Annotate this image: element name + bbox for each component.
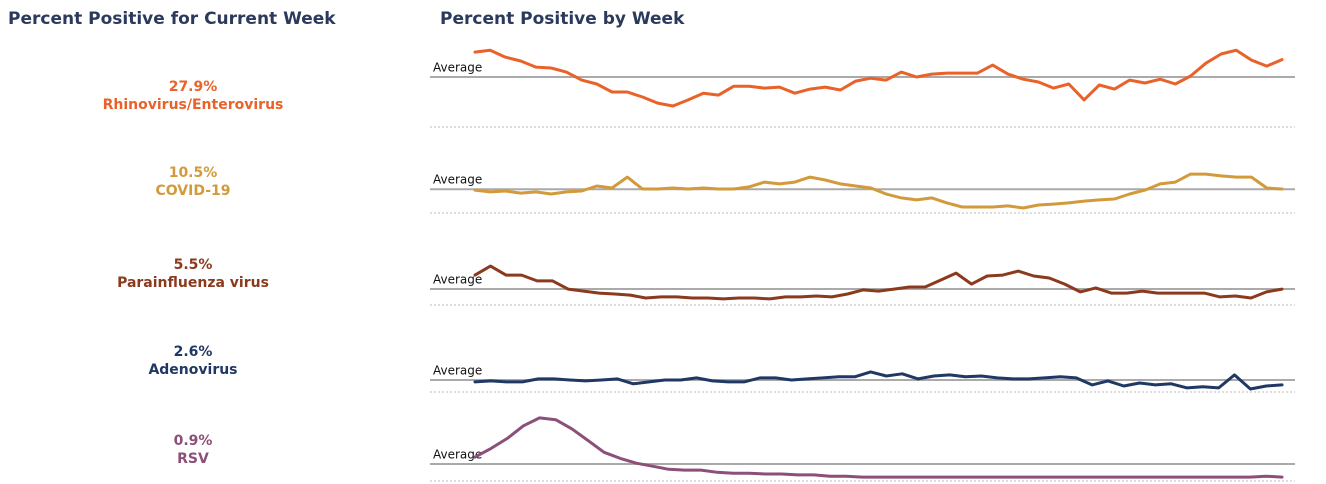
average-label: Average (433, 273, 482, 287)
trend-line (473, 172, 1284, 210)
trend-line (473, 264, 1284, 301)
trend-line (473, 416, 1284, 479)
virus-name: Adenovirus (148, 362, 237, 378)
trend-line (473, 370, 1284, 391)
virus-name: Parainfluenza virus (117, 275, 269, 291)
trend-line (473, 48, 1284, 108)
virus-name: COVID-19 (155, 183, 230, 199)
current-value: 2.6% (174, 344, 213, 360)
left-title: Percent Positive for Current Week (8, 9, 336, 29)
average-label: Average (433, 173, 482, 187)
current-value: 0.9% (174, 433, 213, 449)
virus-name: Rhinovirus/Enterovirus (103, 97, 284, 113)
current-value: 10.5% (169, 165, 218, 181)
current-value: 27.9% (169, 79, 218, 95)
right-title: Percent Positive by Week (440, 9, 685, 29)
average-label: Average (433, 448, 482, 462)
current-value: 5.5% (174, 257, 213, 273)
average-label: Average (433, 364, 482, 378)
average-label: Average (433, 60, 482, 74)
virus-name: RSV (177, 451, 209, 467)
